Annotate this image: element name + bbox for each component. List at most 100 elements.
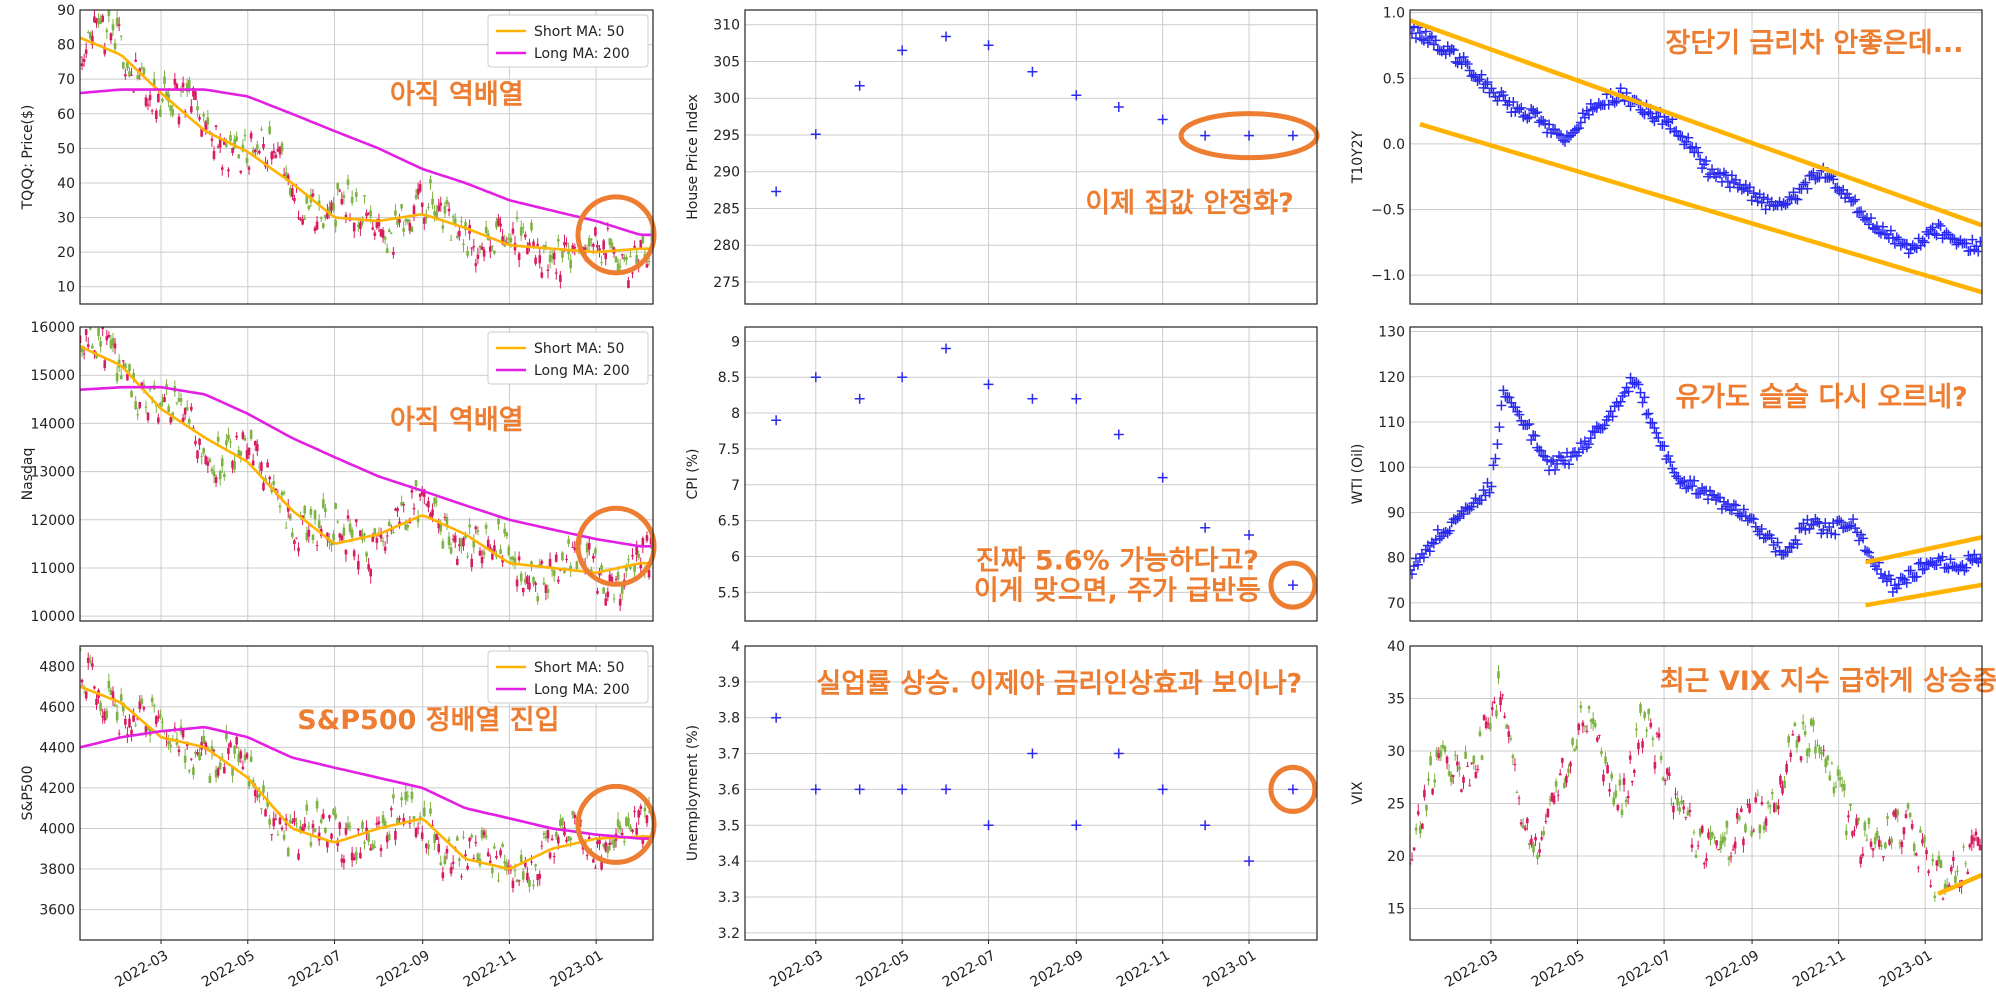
candle-body	[412, 507, 416, 510]
candle-body	[439, 522, 443, 532]
candle-body	[245, 753, 249, 758]
candle-body	[97, 17, 100, 25]
candle-body	[319, 218, 323, 220]
data-point	[1800, 177, 1811, 188]
candle-body	[369, 569, 372, 577]
candle-body	[390, 808, 393, 811]
candle-body	[592, 243, 595, 247]
data-point	[1877, 221, 1888, 232]
series-line-short-ma-50	[80, 685, 652, 870]
data-point	[1649, 423, 1660, 434]
candle-body	[567, 249, 570, 254]
y-axis-label: S&P500	[20, 766, 36, 821]
candle-body	[1970, 835, 1974, 845]
candle-body	[1511, 755, 1515, 759]
candle-body	[293, 540, 296, 544]
candle-body	[1674, 793, 1677, 795]
candle-body	[280, 143, 284, 152]
data-point	[1498, 385, 1509, 396]
candle-body	[1456, 761, 1459, 766]
candle-body	[379, 533, 383, 539]
candle-body	[305, 532, 309, 540]
candle-body	[1602, 774, 1605, 782]
candle-body	[1453, 754, 1457, 756]
data-point	[1679, 139, 1690, 150]
candle-body	[206, 461, 210, 466]
candle-body	[629, 826, 632, 830]
candle-body	[416, 516, 420, 523]
candle-body	[480, 556, 484, 564]
candle-body	[429, 513, 432, 518]
data-point	[1472, 75, 1483, 86]
y-tick-label: 30	[1387, 744, 1405, 760]
candle-body	[491, 867, 494, 874]
points	[771, 343, 1298, 591]
candle-body	[235, 435, 238, 438]
data-point	[1780, 199, 1791, 210]
candle-body	[427, 844, 430, 849]
candle-body	[175, 402, 179, 404]
data-point	[1947, 233, 1958, 244]
candle-body	[249, 756, 253, 762]
candle-body	[420, 832, 424, 839]
data-point	[1462, 58, 1473, 69]
candle-body	[348, 219, 352, 221]
candle-body	[367, 213, 370, 215]
plot-frame	[79, 9, 654, 305]
candle-body	[350, 529, 354, 538]
candle-body	[625, 257, 628, 261]
candle-body	[447, 536, 451, 545]
candle-body	[260, 808, 263, 810]
candle-body	[1575, 745, 1579, 749]
candle-body	[84, 49, 88, 54]
candle-body	[484, 226, 488, 234]
candle-body	[427, 500, 430, 508]
data-point	[810, 129, 821, 140]
candle-body	[348, 523, 352, 532]
candle-body	[181, 730, 185, 738]
candles	[1410, 665, 1982, 902]
candle-body	[550, 569, 554, 571]
data-point	[1583, 439, 1594, 450]
candle-body	[431, 824, 434, 826]
data-point	[1766, 533, 1777, 544]
x-tick-label: 2022-05	[199, 948, 258, 991]
candle-body	[212, 749, 216, 751]
candle-body	[301, 219, 304, 225]
candle-body	[117, 24, 121, 27]
candle-body	[431, 509, 434, 516]
candle-body	[330, 202, 333, 211]
candle-body	[342, 527, 346, 536]
data-point	[1536, 445, 1547, 456]
y-tick-label: 7.5	[718, 442, 740, 458]
candle-body	[175, 83, 179, 89]
candle-body	[521, 227, 525, 229]
data-point	[1446, 44, 1457, 55]
y-tick-label: 20	[57, 245, 75, 261]
candle-body	[192, 87, 195, 97]
data-point	[1945, 554, 1956, 565]
candle-body	[1515, 792, 1519, 794]
candle-body	[565, 839, 568, 842]
data-point	[1937, 551, 1948, 562]
series-line-long-ma-200	[80, 88, 652, 237]
candle-body	[303, 218, 307, 220]
candle-body	[604, 253, 608, 260]
data-point	[771, 415, 782, 426]
candle-body	[1548, 799, 1552, 801]
candle-body	[513, 869, 517, 871]
candle-body	[631, 272, 634, 274]
candle-body	[140, 67, 144, 69]
candle-body	[342, 195, 346, 198]
candle-body	[264, 478, 267, 481]
candle-body	[398, 521, 401, 524]
candle-body	[604, 598, 608, 606]
candle-body	[470, 247, 474, 249]
data-point	[1856, 206, 1867, 217]
data-point	[1157, 784, 1168, 795]
data-point	[1707, 164, 1718, 175]
data-point	[1738, 504, 1749, 515]
data-point	[1901, 577, 1912, 588]
data-point	[1848, 196, 1859, 207]
candle-body	[282, 834, 286, 840]
